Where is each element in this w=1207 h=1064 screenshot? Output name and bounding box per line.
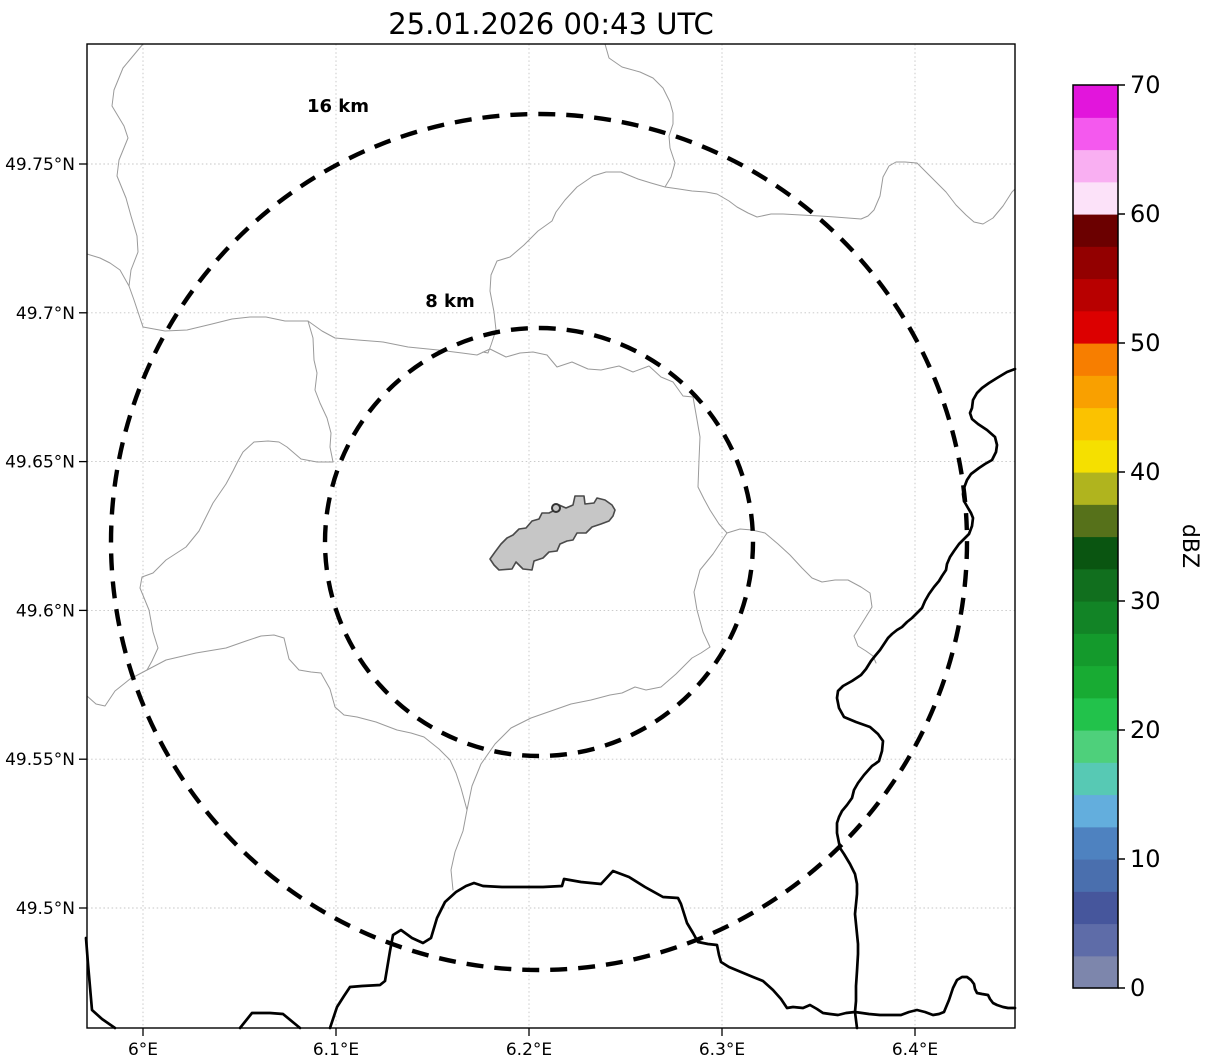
colorbar-segment	[1073, 794, 1118, 828]
admin-boundary	[664, 161, 1016, 225]
colorbar-segment	[1073, 407, 1118, 441]
map-frame	[86, 43, 1016, 1029]
admin-boundary	[482, 171, 666, 354]
colorbar-segment	[1073, 665, 1118, 699]
colorbar-segment	[1073, 472, 1118, 505]
colorbar-segment	[1073, 246, 1118, 280]
admin-boundary	[604, 43, 676, 188]
y-tick-label: 49.55°N	[5, 750, 75, 770]
airport-outline	[489, 495, 616, 571]
x-tick-label: 6.4°E	[892, 1040, 938, 1060]
admin-boundary	[142, 316, 309, 332]
colorbar-segment	[1073, 633, 1118, 667]
plot-title: 25.01.2026 00:43 UTC	[388, 7, 714, 41]
colorbar-segment	[1073, 214, 1118, 247]
colorbar-tick-label: 50	[1130, 329, 1161, 357]
border-or-river	[835, 367, 1017, 1030]
country-border-river-lines	[84, 367, 1017, 1030]
x-tick-label: 6.2°E	[506, 1040, 552, 1060]
colorbar-tick-label: 20	[1130, 716, 1161, 744]
admin-boundary	[139, 587, 159, 671]
admin-boundary	[307, 320, 877, 664]
colorbar-outline	[1072, 84, 1119, 989]
colorbar-segment	[1073, 923, 1118, 957]
colorbar-segment	[1073, 375, 1118, 409]
admin-boundary	[307, 320, 334, 463]
colorbar-segment	[1073, 762, 1118, 796]
range-ring-16km	[108, 111, 970, 973]
colorbar-segment	[1073, 85, 1118, 118]
colorbar-segment	[1073, 536, 1118, 570]
colorbar: 0 10 20 30 40 50 60 70	[1072, 71, 1161, 1002]
colorbar-axis-label: dBZ	[1177, 524, 1202, 568]
airport-marker	[551, 503, 561, 513]
admin-boundary-lines	[86, 43, 1016, 891]
colorbar-segment	[1073, 439, 1118, 473]
colorbar-segment	[1073, 730, 1118, 763]
y-tick-label: 49.5°N	[16, 899, 75, 919]
colorbar-segment	[1073, 697, 1118, 731]
range-ring-label-16km: 16 km	[307, 96, 369, 117]
colorbar-segment	[1073, 149, 1118, 183]
colorbar-tick-label: 40	[1130, 458, 1161, 486]
colorbar-segment	[1073, 859, 1118, 892]
colorbar-segment	[1073, 310, 1118, 344]
y-tick-label: 49.7°N	[16, 304, 75, 324]
colorbar-tick-label: 30	[1130, 587, 1161, 615]
colorbar-segment	[1073, 568, 1118, 602]
gridlines	[87, 44, 1015, 1028]
range-rings	[108, 111, 970, 973]
admin-boundary	[86, 253, 130, 287]
admin-boundary	[146, 634, 468, 891]
y-tick-label: 49.6°N	[16, 601, 75, 621]
x-tick-label: 6.1°E	[313, 1040, 359, 1060]
border-or-river	[853, 975, 1017, 1017]
airport-polygon	[489, 495, 616, 571]
x-axis-ticks: 6°E 6.1°E 6.2°E 6.3°E 6.4°E	[128, 1028, 938, 1060]
y-tick-label: 49.75°N	[5, 155, 75, 175]
colorbar-tick-label: 0	[1130, 974, 1145, 1002]
range-ring-label-8km: 8 km	[425, 291, 475, 312]
x-tick-label: 6°E	[128, 1040, 158, 1060]
y-axis-ticks: 49.75°N 49.7°N 49.65°N 49.6°N 49.55°N 49.5°N	[5, 155, 87, 919]
border-or-river	[238, 1011, 302, 1030]
border-or-river	[328, 869, 857, 1030]
y-tick-label: 49.65°N	[5, 453, 75, 473]
colorbar-segment	[1073, 117, 1118, 151]
admin-boundary	[111, 43, 144, 328]
colorbar-tick-label: 70	[1130, 71, 1161, 99]
colorbar-tick-label: 10	[1130, 845, 1161, 873]
colorbar-segment	[1073, 601, 1118, 634]
border-or-river	[84, 936, 117, 1030]
admin-boundary	[86, 669, 148, 707]
range-ring-8km	[322, 325, 756, 759]
colorbar-tick-label: 60	[1130, 200, 1161, 228]
x-tick-label: 6.3°E	[699, 1040, 745, 1060]
colorbar-segment	[1073, 891, 1118, 925]
colorbar-segment	[1073, 343, 1118, 376]
admin-boundary	[466, 532, 728, 811]
admin-boundary	[139, 440, 334, 589]
colorbar-segment	[1073, 955, 1118, 989]
colorbar-segment	[1073, 278, 1118, 312]
colorbar-segment	[1073, 181, 1118, 215]
colorbar-segment	[1073, 826, 1118, 860]
colorbar-segment	[1073, 504, 1118, 538]
